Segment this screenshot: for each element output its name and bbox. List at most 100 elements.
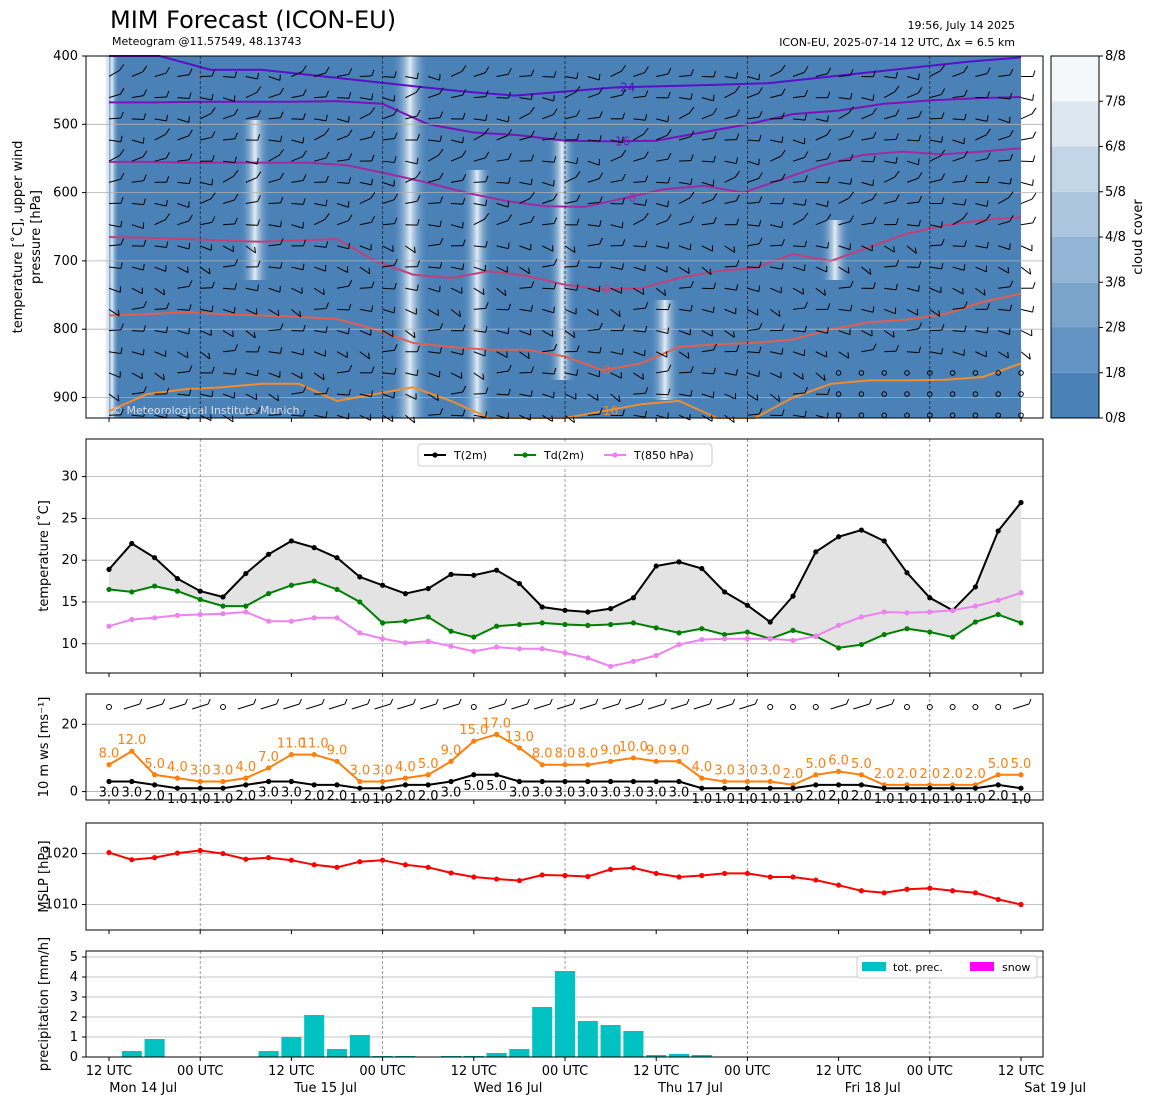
wind-barb-flag bbox=[667, 176, 671, 184]
wind-barb-flag bbox=[802, 288, 804, 295]
wind-series-point-0 bbox=[220, 778, 226, 785]
wind-barb-flag bbox=[325, 411, 328, 418]
wind-barb-flag bbox=[348, 389, 352, 396]
wind-barb-flag bbox=[756, 394, 759, 401]
wind-data-label: 2.0 bbox=[783, 767, 804, 782]
wind-barb bbox=[450, 224, 463, 229]
series-point-0 bbox=[1018, 499, 1024, 506]
wind-barb bbox=[154, 287, 165, 296]
wind-barb-flag bbox=[986, 91, 990, 98]
wind-barb bbox=[815, 73, 828, 77]
surface-wind-barb bbox=[169, 703, 186, 710]
wind-barb-flag bbox=[736, 133, 740, 140]
wind-barb-flag bbox=[963, 65, 969, 73]
series-point-1 bbox=[380, 620, 386, 626]
wind-barb-flag bbox=[120, 220, 123, 228]
wind-barb-flag bbox=[689, 106, 695, 114]
wind-barb-flag bbox=[667, 115, 670, 122]
surface-wind-barb bbox=[876, 703, 893, 710]
wind-barb bbox=[838, 159, 851, 162]
wind-barb bbox=[519, 351, 530, 360]
wind-barb bbox=[541, 245, 554, 252]
temperature-legend: T(2m) Td(2m) T(850 hPa) bbox=[417, 443, 713, 467]
wind-barb bbox=[154, 72, 167, 77]
wind-barb bbox=[428, 266, 441, 269]
wind-barb-flag bbox=[348, 177, 352, 184]
wind-barb bbox=[861, 198, 873, 204]
wind-barb-flag bbox=[826, 115, 829, 122]
wind-barb-flag bbox=[804, 113, 807, 121]
wind-barb bbox=[177, 159, 190, 162]
wind-barb bbox=[314, 414, 327, 419]
wind-barb bbox=[108, 287, 121, 293]
wind-barb-flag bbox=[302, 222, 304, 229]
wind-barb bbox=[473, 266, 486, 272]
wind-barb bbox=[268, 329, 281, 332]
wind-barb bbox=[678, 74, 691, 77]
wind-barb-flag bbox=[553, 282, 557, 289]
wind-barb bbox=[291, 414, 304, 417]
wind-barb bbox=[428, 328, 441, 332]
wind-barb-flag bbox=[986, 303, 990, 310]
wind-barb-flag bbox=[371, 178, 373, 185]
wind-barb bbox=[382, 330, 394, 338]
wind-barb bbox=[952, 218, 964, 226]
wind-data-label: 4.0 bbox=[691, 760, 712, 775]
temperature-frame bbox=[85, 438, 1044, 674]
wind-barb-flag bbox=[941, 136, 944, 143]
wind-barb bbox=[975, 287, 986, 296]
colorbar-tick-label: 1/8 bbox=[1105, 366, 1126, 381]
wind-data-label: 3.0 bbox=[121, 785, 142, 800]
wind-barb-flag bbox=[986, 67, 991, 74]
wind-barb-flag bbox=[507, 129, 513, 136]
wind-barb bbox=[291, 224, 304, 229]
wind-barb bbox=[678, 308, 691, 312]
wind-barb-flag bbox=[552, 108, 558, 115]
wind-series-point-0 bbox=[699, 775, 705, 781]
wind-barb-flag bbox=[461, 150, 467, 157]
wind-barb-flag bbox=[508, 388, 511, 396]
wind-barb bbox=[564, 414, 575, 424]
wind-barb-flag bbox=[165, 411, 168, 418]
wind-barb-flag bbox=[325, 241, 328, 248]
wind-barb bbox=[815, 118, 828, 123]
wind-barb-flag bbox=[803, 66, 809, 73]
wind-barb-flag bbox=[507, 364, 512, 372]
series-point-1 bbox=[494, 623, 500, 629]
mslp-point bbox=[174, 850, 180, 856]
wind-barb-flag bbox=[642, 288, 645, 295]
wind-barb-flag bbox=[804, 301, 808, 309]
wind-barb-flag bbox=[371, 305, 374, 312]
wind-barb bbox=[792, 95, 805, 99]
wind-barb bbox=[268, 243, 281, 247]
wind-barb-flag bbox=[188, 129, 193, 137]
wind-barb-flag bbox=[507, 327, 510, 334]
wind-barb bbox=[747, 372, 759, 378]
wind-barb bbox=[724, 245, 735, 253]
wind-barb-flag bbox=[234, 283, 238, 290]
series-point-2 bbox=[471, 648, 477, 654]
wind-barb bbox=[519, 97, 532, 101]
meteogram-location: Meteogram @11.57549, 48.13743 bbox=[112, 35, 302, 48]
wind-barb-flag bbox=[690, 130, 695, 137]
wind-barb-flag bbox=[142, 150, 148, 158]
wind-barb bbox=[450, 266, 463, 271]
wind-barb bbox=[678, 97, 691, 100]
wind-barb bbox=[405, 115, 418, 120]
wind-barb-flag bbox=[348, 279, 353, 287]
wind-barb bbox=[838, 197, 850, 204]
wind-barb-flag bbox=[823, 289, 826, 296]
wind-barb-flag bbox=[667, 327, 670, 334]
wind-barb-flag bbox=[780, 149, 786, 157]
wind-barb-flag bbox=[277, 309, 280, 316]
wind-barb bbox=[541, 330, 553, 337]
wind-barb-flag bbox=[553, 193, 558, 200]
wind-barb bbox=[610, 287, 622, 294]
wind-barb-flag bbox=[690, 366, 694, 373]
wind-barb-flag bbox=[734, 170, 740, 178]
legend-label: Td(2m) bbox=[543, 449, 584, 462]
cloud-patch bbox=[548, 140, 576, 380]
surface-wind-barb-flag bbox=[732, 698, 736, 705]
wind-barb-flag bbox=[895, 259, 900, 267]
wind-barb bbox=[519, 286, 532, 289]
